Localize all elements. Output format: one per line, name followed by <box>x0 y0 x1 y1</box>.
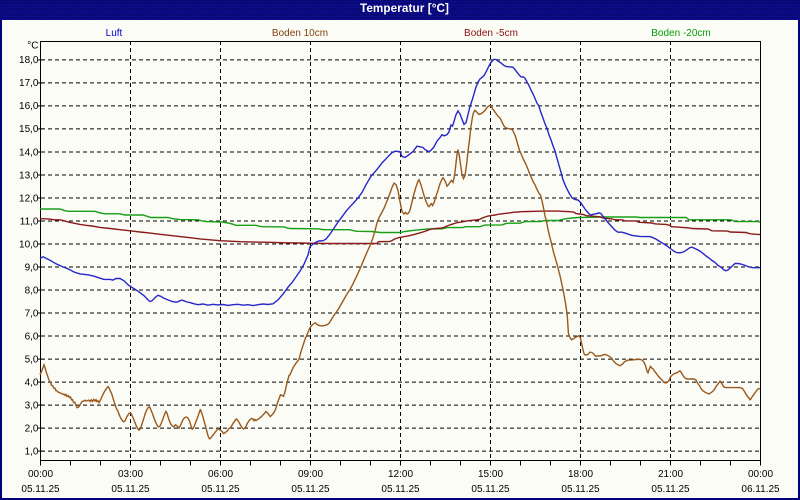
svg-text:14,0: 14,0 <box>19 147 39 158</box>
svg-text:12,0: 12,0 <box>19 193 39 204</box>
svg-text:06.11.25: 06.11.25 <box>741 484 780 495</box>
svg-text:Boden -5cm: Boden -5cm <box>464 28 518 39</box>
svg-text:05.11.25: 05.11.25 <box>21 484 60 495</box>
svg-text:00:00: 00:00 <box>28 469 53 480</box>
svg-text:10,0: 10,0 <box>19 239 39 250</box>
svg-text:5,0: 5,0 <box>25 354 39 365</box>
svg-text:Boden 10cm: Boden 10cm <box>272 28 328 39</box>
svg-text:7,0: 7,0 <box>25 308 39 319</box>
svg-text:8,0: 8,0 <box>25 285 39 296</box>
svg-text:18,0: 18,0 <box>19 55 39 66</box>
svg-text:3,0: 3,0 <box>25 400 39 411</box>
svg-text:17,0: 17,0 <box>19 78 39 89</box>
svg-text:05.11.25: 05.11.25 <box>291 484 330 495</box>
svg-text:15:00: 15:00 <box>478 469 503 480</box>
svg-text:12:00: 12:00 <box>388 469 413 480</box>
svg-text:11,0: 11,0 <box>20 216 39 227</box>
svg-text:1,0: 1,0 <box>25 446 39 457</box>
svg-text:05.11.25: 05.11.25 <box>471 484 510 495</box>
svg-text:Luft: Luft <box>106 28 123 39</box>
svg-text:00:00: 00:00 <box>748 469 773 480</box>
svg-text:15,0: 15,0 <box>19 124 39 135</box>
svg-text:06:00: 06:00 <box>208 469 233 480</box>
svg-text:2,0: 2,0 <box>25 423 39 434</box>
svg-text:°C: °C <box>27 41 38 52</box>
svg-text:05.11.25: 05.11.25 <box>561 484 600 495</box>
svg-text:05.11.25: 05.11.25 <box>111 484 150 495</box>
svg-text:21:00: 21:00 <box>658 469 683 480</box>
svg-text:05.11.25: 05.11.25 <box>201 484 240 495</box>
svg-text:18:00: 18:00 <box>568 469 593 480</box>
svg-text:13,0: 13,0 <box>19 170 39 181</box>
svg-text:03:00: 03:00 <box>118 469 143 480</box>
svg-text:Boden -20cm: Boden -20cm <box>651 28 710 39</box>
svg-text:09:00: 09:00 <box>298 469 323 480</box>
svg-text:05.11.25: 05.11.25 <box>381 484 420 495</box>
svg-text:6,0: 6,0 <box>25 331 39 342</box>
svg-text:16,0: 16,0 <box>19 101 39 112</box>
svg-text:4,0: 4,0 <box>25 377 39 388</box>
svg-text:9,0: 9,0 <box>25 262 39 273</box>
svg-text:05.11.25: 05.11.25 <box>651 484 690 495</box>
